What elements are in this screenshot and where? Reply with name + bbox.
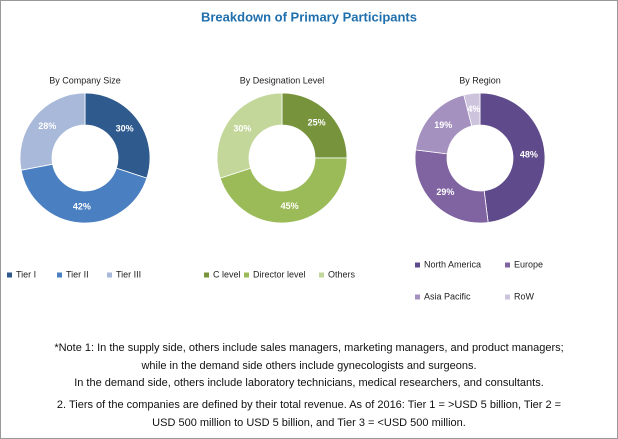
legend-swatch xyxy=(244,272,249,278)
chart-subtitle: By Region xyxy=(459,75,501,85)
chart-subtitle: By Designation Level xyxy=(240,75,325,85)
legend-label: North America xyxy=(424,259,481,269)
legend-swatch xyxy=(107,272,112,278)
legend-label: Tier II xyxy=(66,269,89,279)
legend-label: Asia Pacific xyxy=(424,291,471,301)
data-label: 30% xyxy=(116,124,134,134)
legend-swatch xyxy=(204,272,209,278)
legend-swatch xyxy=(415,294,420,300)
legend-swatch xyxy=(505,262,510,268)
legend-label: Director level xyxy=(253,269,306,279)
legend-label: Tier III xyxy=(116,269,141,279)
footnote: In the demand side, others include labor… xyxy=(74,377,544,389)
chart-subtitle: By Company Size xyxy=(49,75,121,85)
page-title: Breakdown of Primary Participants xyxy=(201,9,417,24)
data-label: 30% xyxy=(233,124,251,134)
legend-label: Others xyxy=(328,269,356,279)
legend-swatch xyxy=(57,272,62,278)
data-label: 42% xyxy=(73,201,91,211)
donut-slice xyxy=(219,157,348,224)
donut-slice xyxy=(414,149,489,224)
legend-label: Europe xyxy=(514,259,543,269)
footnote: while in the demand side others include … xyxy=(140,360,476,372)
footnote: *Note 1: In the supply side, others incl… xyxy=(54,342,563,354)
donut-slice xyxy=(20,163,148,224)
data-label: 25% xyxy=(308,118,326,128)
data-label: 4% xyxy=(467,104,480,114)
donut-slice xyxy=(281,92,348,159)
donut-slice xyxy=(479,92,546,223)
legend-label: Tier I xyxy=(16,269,36,279)
data-label: 29% xyxy=(436,187,454,197)
donut-slice xyxy=(84,92,151,179)
data-label: 45% xyxy=(281,201,299,211)
legend-swatch xyxy=(319,272,324,278)
legend-swatch xyxy=(415,262,420,268)
data-label: 19% xyxy=(434,120,452,130)
footnote: USD 500 million to USD 5 billion, and Ti… xyxy=(152,417,466,429)
legend-label: RoW xyxy=(514,291,535,301)
footnote: 2. Tiers of the companies are defined by… xyxy=(57,399,561,411)
donut-slice xyxy=(19,92,86,171)
data-label: 28% xyxy=(38,121,56,131)
legend-swatch xyxy=(505,294,510,300)
donut-slice xyxy=(216,92,283,179)
donut-slice xyxy=(463,92,481,127)
legend-label: C level xyxy=(213,269,241,279)
data-label: 48% xyxy=(520,149,538,159)
legend-swatch xyxy=(7,272,12,278)
